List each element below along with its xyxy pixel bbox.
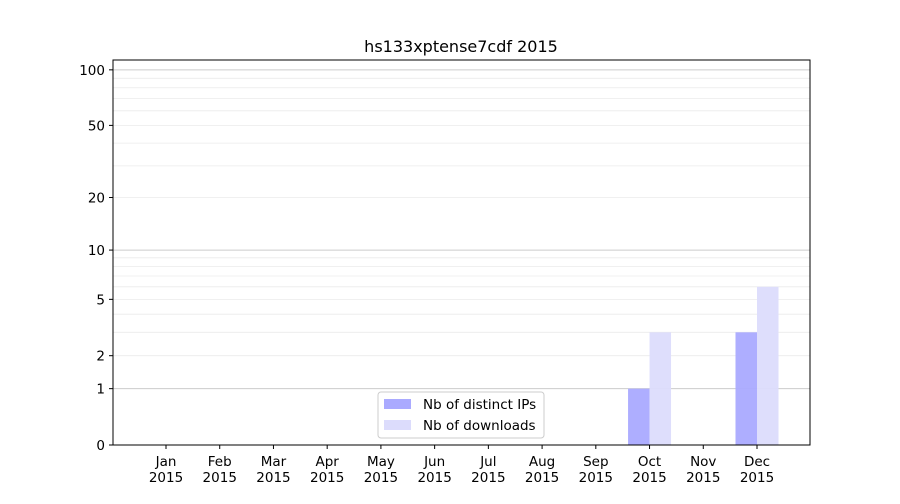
x-tick-label: Oct [638,454,661,470]
x-tick-label: Sep [583,454,608,470]
x-tick-label: May [367,454,395,470]
x-tick-label: Jun [423,454,445,470]
x-tick-label: 2015 [471,470,505,486]
x-tick-label: Mar [261,454,287,470]
y-tick-label: 2 [96,349,105,365]
x-tick-label: Aug [529,454,555,470]
y-axis: 0 1 2 5 10 20 50 100 [79,63,113,454]
legend-swatch-downloads [384,420,411,430]
legend: Nb of distinct IPs Nb of downloads [377,391,545,439]
x-tick-label: Jul [479,454,496,470]
x-tick-label: 2015 [417,470,451,486]
x-tick-label: 2015 [632,470,666,486]
legend-swatch-ips [384,399,411,409]
x-tick-label: Jan [155,454,177,470]
x-tick-label: 2015 [256,470,290,486]
legend-label-downloads: Nb of downloads [423,418,536,434]
x-tick-label: 2015 [579,470,613,486]
x-tick-label: Apr [316,454,340,470]
y-tick-label: 5 [96,292,105,308]
grid [113,69,810,390]
x-axis: Jan2015Feb2015Mar2015Apr2015May2015Jun20… [149,445,774,486]
bars [628,286,779,445]
x-tick-label: 2015 [740,470,774,486]
plot-frame [112,59,811,446]
bar-ips [628,388,650,445]
y-tick-label: 0 [96,438,105,454]
x-tick-label: Feb [208,454,232,470]
y-tick-label: 50 [88,118,105,134]
x-tick-label: Dec [744,454,770,470]
bar-downloads [757,286,779,445]
bar-downloads [649,332,672,445]
y-tick-label: 1 [96,382,105,398]
x-tick-label: 2015 [310,470,344,486]
x-tick-label: Nov [690,454,716,470]
y-tick-label: 10 [88,243,105,259]
chart-title: hs133xptense7cdf 2015 [364,37,558,56]
legend-label-ips: Nb of distinct IPs [423,397,536,413]
bar-ips [735,332,757,445]
y-tick-label: 100 [79,63,105,79]
x-tick-label: 2015 [203,470,237,486]
x-tick-label: 2015 [364,470,398,486]
x-tick-label: 2015 [149,470,183,486]
x-tick-label: 2015 [525,470,559,486]
y-tick-label: 20 [88,191,105,207]
x-tick-label: 2015 [686,470,720,486]
